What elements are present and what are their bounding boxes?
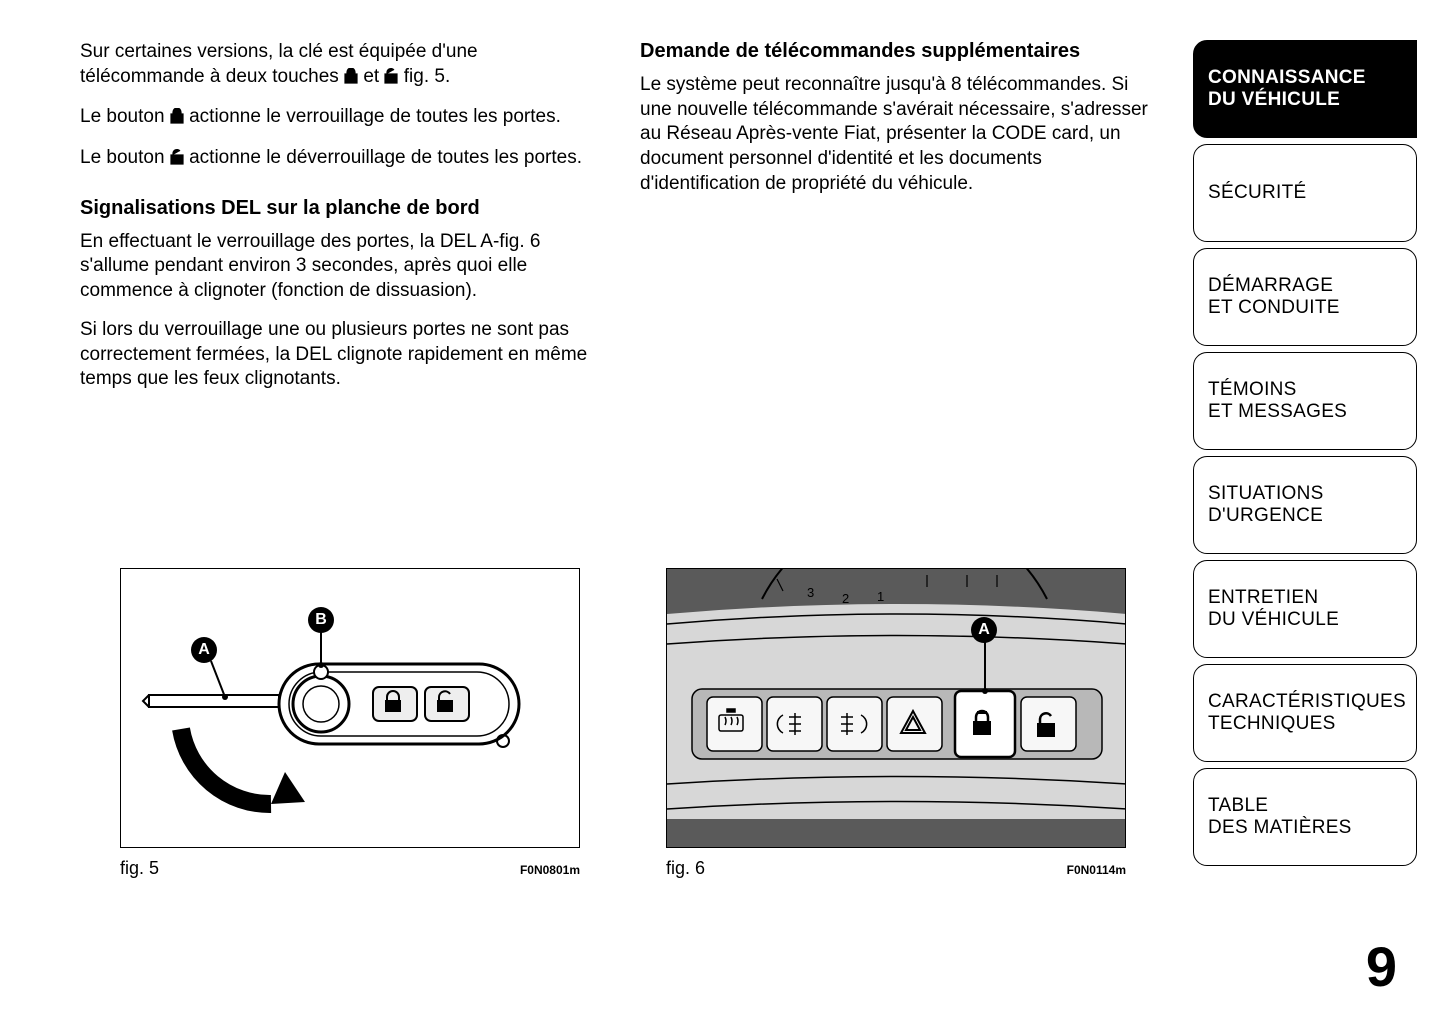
tab-label-line1: DÉMARRAGE — [1208, 275, 1402, 297]
text: et — [363, 66, 384, 87]
callout-label: A — [191, 637, 217, 663]
gauge-num-1: 1 — [877, 589, 884, 604]
figure-5-caption-row: fig. 5 F0N0801m — [120, 858, 580, 879]
tab-label-line1: TABLE — [1208, 795, 1402, 817]
section-heading: Demande de télécommandes supplémentaires — [640, 40, 1160, 63]
text: actionne le déverrouillage de toutes les… — [189, 147, 582, 168]
tab-caracteristiques[interactable]: CARACTÉRISTIQUES TECHNIQUES — [1193, 664, 1417, 762]
figure-5-svg — [121, 569, 580, 848]
tab-label-line1: SITUATIONS — [1208, 483, 1402, 505]
callout-label: A — [971, 617, 997, 643]
text: Le bouton — [80, 147, 170, 168]
lock-closed-icon — [344, 67, 358, 92]
tab-label-line1: CARACTÉRISTIQUES — [1208, 691, 1402, 713]
tab-entretien[interactable]: ENTRETIEN DU VÉHICULE — [1193, 560, 1417, 658]
tab-label-line2: DU VÉHICULE — [1208, 89, 1402, 111]
callout-label: B — [308, 607, 334, 633]
paragraph: Le système peut reconnaître jusqu'à 8 té… — [640, 73, 1160, 196]
callout-b: B — [308, 607, 334, 633]
tab-label-line2: ET MESSAGES — [1208, 401, 1402, 423]
tab-urgence[interactable]: SITUATIONS D'URGENCE — [1193, 456, 1417, 554]
tab-temoins[interactable]: TÉMOINS ET MESSAGES — [1193, 352, 1417, 450]
tab-securite[interactable]: SÉCURITÉ — [1193, 144, 1417, 242]
sidebar-tabs: CONNAISSANCE DU VÉHICULE SÉCURITÉ DÉMARR… — [1193, 40, 1417, 872]
figure-6-box: 3 2 1 — [666, 568, 1126, 848]
tab-label-line2: ET CONDUITE — [1208, 297, 1402, 319]
figure-code: F0N0801m — [520, 863, 580, 877]
text: actionne le verrouillage de toutes les p… — [189, 106, 561, 127]
callout-a: A — [971, 617, 997, 643]
tab-demarrage[interactable]: DÉMARRAGE ET CONDUITE — [1193, 248, 1417, 346]
figure-6: 3 2 1 — [666, 568, 1126, 879]
gauge-num-3: 3 — [807, 585, 814, 600]
figure-code: F0N0114m — [1067, 863, 1126, 877]
figure-5: A B fig. 5 F0N0801m — [120, 568, 580, 879]
text: Le bouton — [80, 106, 170, 127]
tab-label-line2: TECHNIQUES — [1208, 713, 1402, 735]
tab-label-line1: CONNAISSANCE — [1208, 67, 1402, 89]
left-column: Sur certaines versions, la clé est équip… — [80, 40, 600, 406]
figure-6-caption-row: fig. 6 F0N0114m — [666, 858, 1126, 879]
tab-label-line1: SÉCURITÉ — [1208, 182, 1402, 204]
callout-a: A — [191, 637, 217, 663]
section-heading: Signalisations DEL sur la planche de bor… — [80, 197, 600, 220]
lock-open-icon — [384, 67, 398, 92]
paragraph: Si lors du verrouillage une ou plusieurs… — [80, 318, 600, 392]
paragraph: En effectuant le verrouillage des portes… — [80, 230, 600, 304]
page-number: 9 — [1366, 934, 1397, 999]
figure-caption: fig. 6 — [666, 858, 705, 879]
figure-caption: fig. 5 — [120, 858, 159, 879]
tab-connaissance[interactable]: CONNAISSANCE DU VÉHICULE — [1193, 40, 1417, 138]
tab-label-line1: ENTRETIEN — [1208, 587, 1402, 609]
content-area: Sur certaines versions, la clé est équip… — [80, 40, 1160, 406]
right-column: Demande de télécommandes supplémentaires… — [640, 40, 1160, 406]
tab-label-line1: TÉMOINS — [1208, 379, 1402, 401]
tab-label-line2: D'URGENCE — [1208, 505, 1402, 527]
paragraph: Le bouton actionne le verrouillage de to… — [80, 105, 600, 132]
figure-6-svg: 3 2 1 — [667, 569, 1126, 848]
lock-open-icon — [170, 148, 184, 173]
lock-closed-icon — [170, 107, 184, 132]
tab-label-line2: DU VÉHICULE — [1208, 609, 1402, 631]
paragraph: Le bouton actionne le déverrouillage de … — [80, 146, 600, 173]
figure-5-box: A B — [120, 568, 580, 848]
tab-label-line2: DES MATIÈRES — [1208, 817, 1402, 839]
text: fig. 5. — [404, 66, 450, 87]
paragraph: Sur certaines versions, la clé est équip… — [80, 40, 600, 91]
tab-table-matieres[interactable]: TABLE DES MATIÈRES — [1193, 768, 1417, 866]
page: Sur certaines versions, la clé est équip… — [0, 0, 1445, 1019]
gauge-num-2: 2 — [842, 591, 849, 606]
